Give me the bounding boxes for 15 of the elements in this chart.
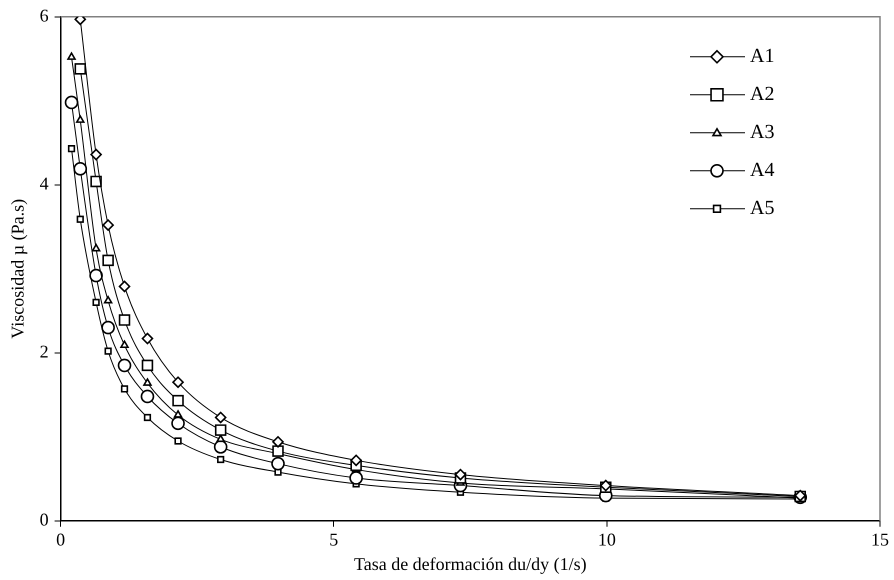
y-axis-title: Viscosidad µ (Pa.s) bbox=[8, 198, 28, 339]
x-axis-title: Tasa de deformación du/dy (1/s) bbox=[354, 554, 587, 574]
x-tick-label: 5 bbox=[329, 529, 338, 550]
y-tick-label: 2 bbox=[40, 342, 49, 362]
y-tick-label: 6 bbox=[40, 6, 49, 26]
legend-label: A2 bbox=[750, 83, 774, 106]
legend-label: A4 bbox=[750, 159, 774, 182]
x-tick-label: 0 bbox=[56, 529, 66, 550]
legend-label: A3 bbox=[750, 121, 774, 144]
legend-label: A5 bbox=[750, 197, 774, 220]
legend-label: A1 bbox=[750, 45, 774, 68]
y-tick-label: 4 bbox=[40, 174, 49, 194]
y-tick-label: 0 bbox=[40, 510, 49, 530]
x-tick-label: 15 bbox=[871, 529, 889, 550]
x-tick-label: 10 bbox=[598, 529, 616, 550]
